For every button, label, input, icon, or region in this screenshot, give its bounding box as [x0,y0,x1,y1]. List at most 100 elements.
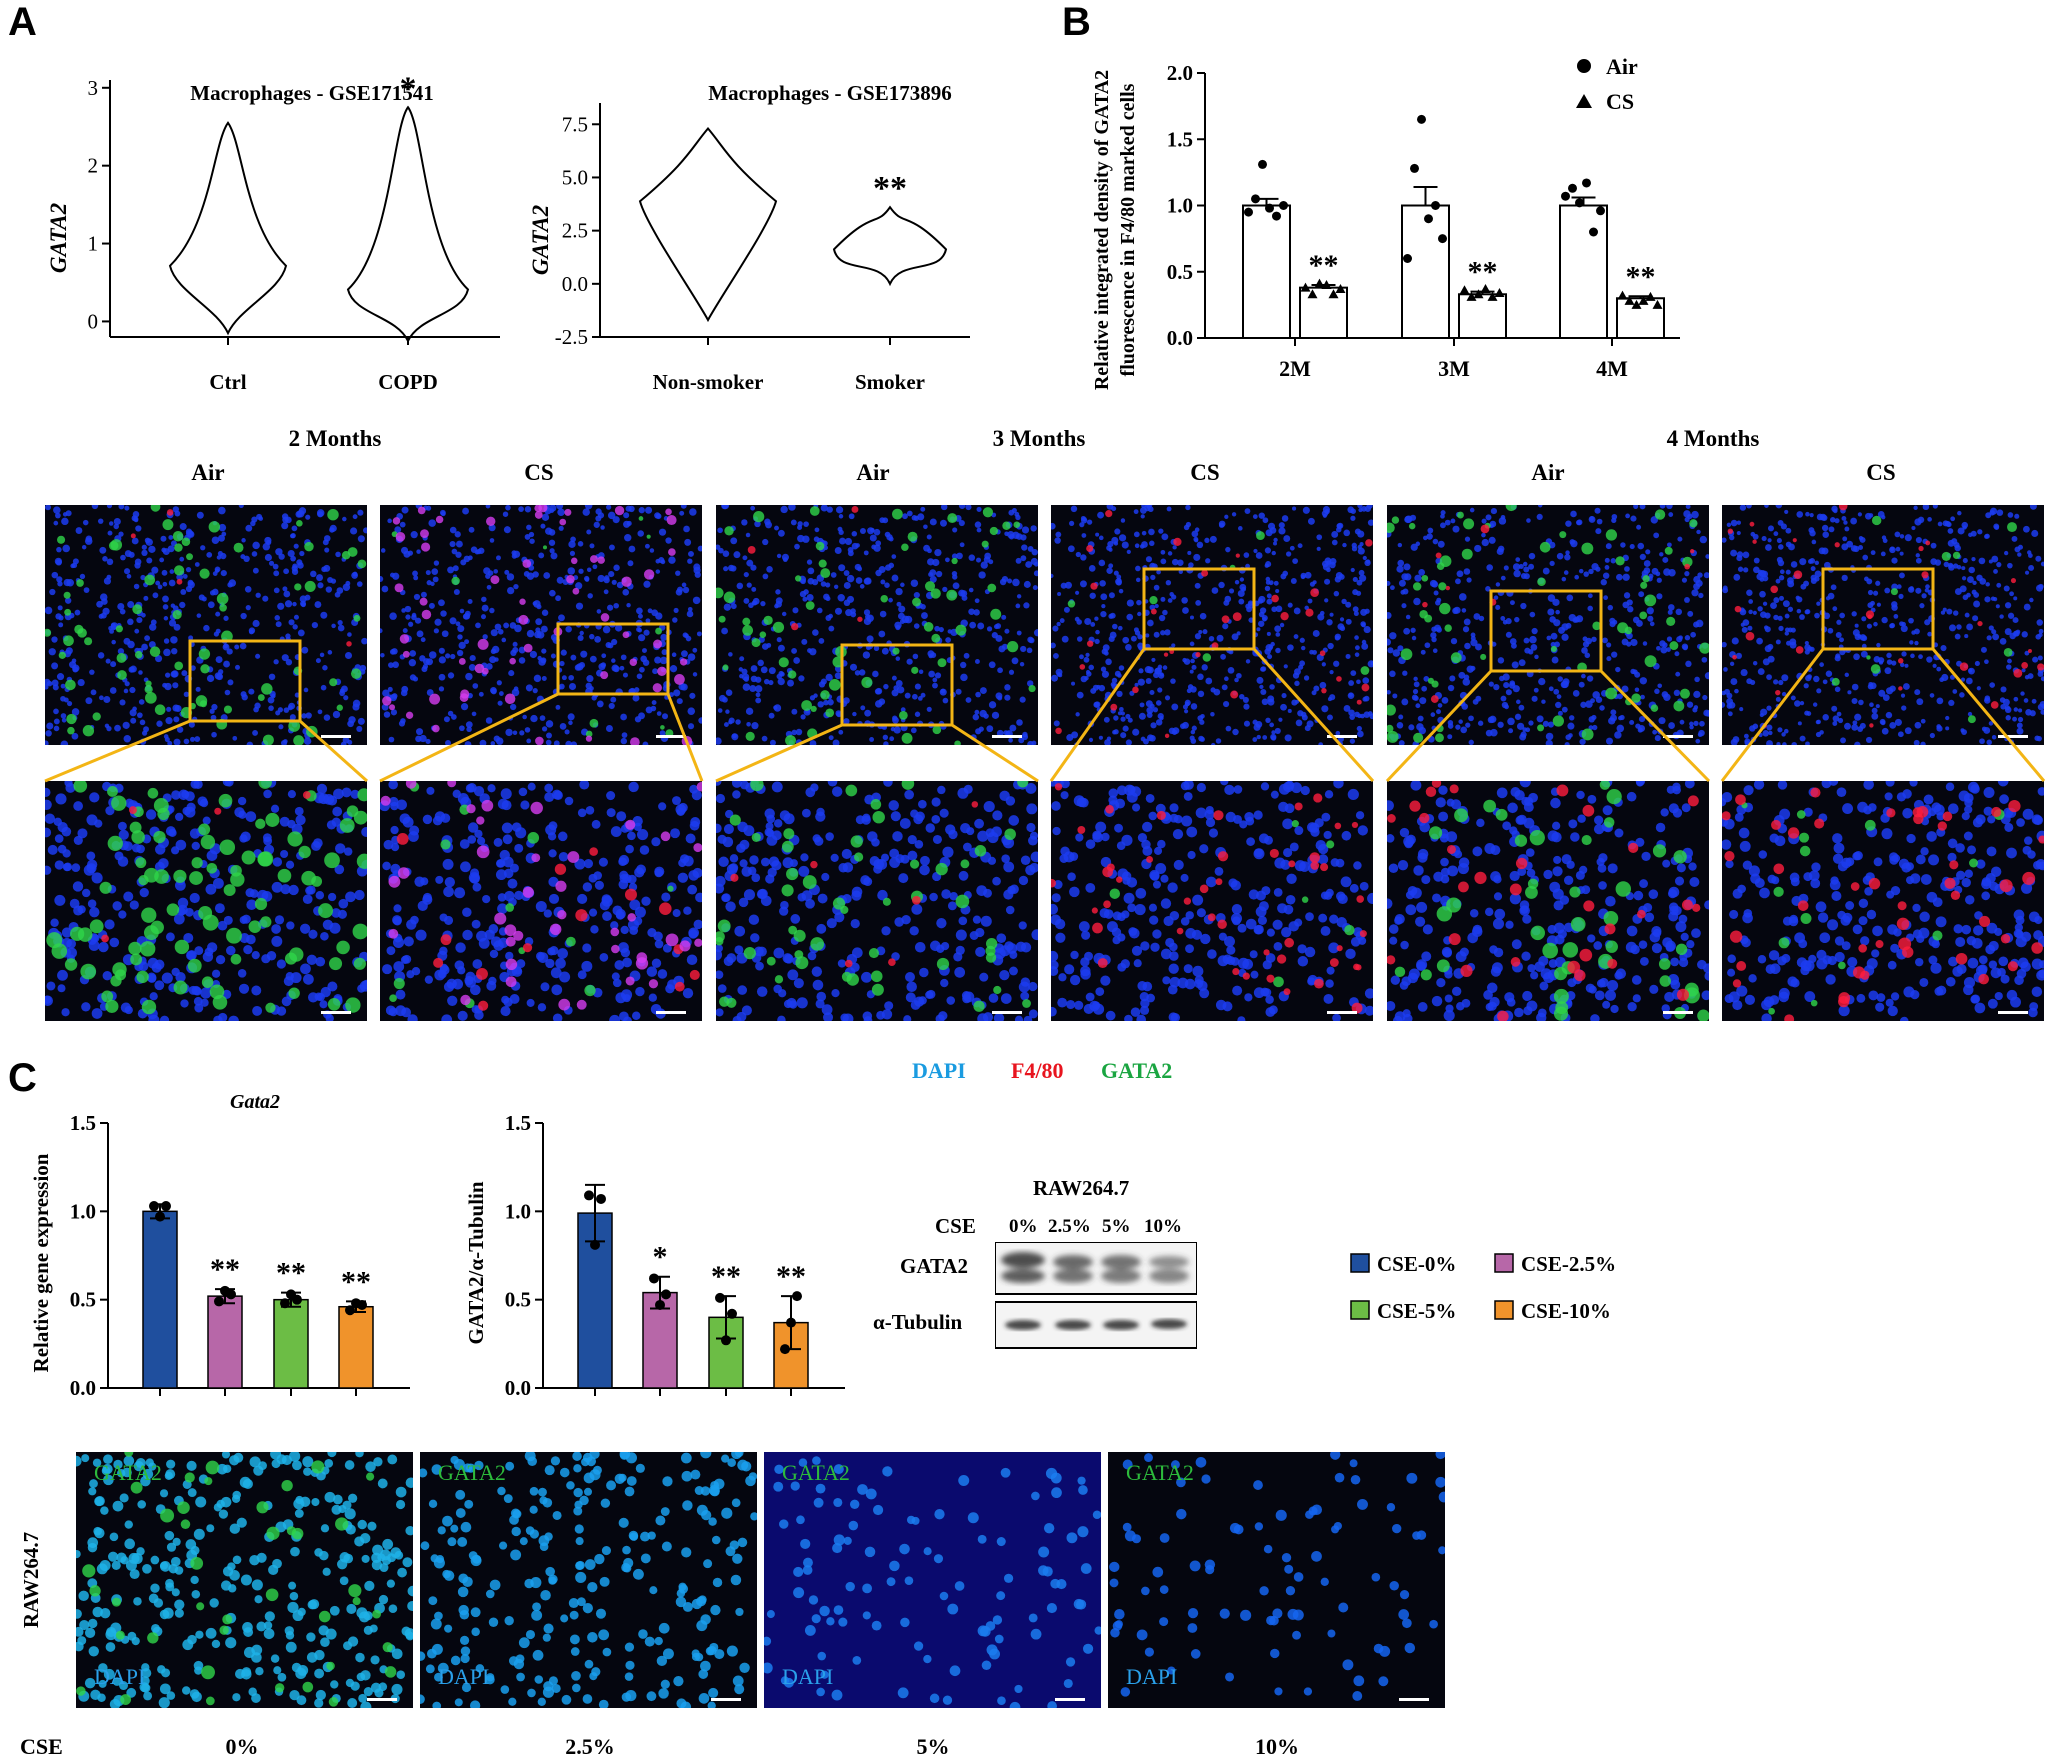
scale-bar [992,1011,1022,1014]
chart-title: Gata2 [230,1091,280,1113]
violin-shape [832,205,948,287]
scale-bar [321,735,351,738]
scale-bar [1663,735,1693,738]
data-point-air [1589,227,1598,237]
data-point-air [1244,207,1253,217]
header-cs-4m: CS [1866,460,1896,485]
y-tick-label: 0.5 [1167,260,1193,284]
data-point-cs [1314,278,1325,288]
data-point-cs [1638,295,1649,305]
data-point-air [1258,159,1267,169]
header-air-4m: Air [1531,460,1565,485]
significance-marker: ** [711,1260,741,1293]
data-point-cs [1480,283,1491,293]
y-tick-label: 1.5 [70,1111,96,1135]
data-point [584,1190,594,1201]
y-tick-label: 2.0 [1167,61,1193,85]
overlay-label-gata2: GATA2 [94,1460,162,1485]
header-3-months: 3 Months [992,426,1086,451]
bar-cse-5- [273,1298,309,1389]
scale-bar [367,1698,397,1701]
y-axis-label: GATA2/α-Tubulin [464,1181,488,1344]
data-point-air [1251,194,1260,204]
data-point [292,1294,302,1305]
bar-cse-0- [142,1210,178,1389]
y-tick-label: 0 [88,309,99,333]
micrograph-zoom-air-4m [1387,781,1709,1021]
data-point-air [1279,201,1288,210]
micrograph-overview-air-3m [716,505,1038,745]
legend-label-air: Air [1606,54,1638,79]
significance-marker: * [653,1241,668,1274]
panel-letter-b: B [1062,0,1091,44]
data-point-cs [1652,299,1663,309]
data-point-cs [1300,282,1311,292]
stain-label-f4-80: F4/80 [1011,1058,1064,1083]
scale-bar [656,735,686,738]
blot-row-label-gata2: GATA2 [900,1254,969,1278]
header-4-months: 4 Months [1666,426,1760,451]
data-point [214,1296,224,1307]
header-cs-2m: CS [524,460,554,485]
y-tick-label: 0.0 [70,1376,96,1400]
micrograph-zoom-cs-4m [1722,781,2044,1021]
data-point-cs [1645,291,1656,301]
overlay-label-gata2: GATA2 [1126,1460,1194,1485]
blot-cse-label: CSE [935,1214,976,1238]
micrograph-image [1109,1452,1445,1701]
y-axis-label: GATA2 [46,203,71,273]
cse-value-0: 0% [225,1734,259,1759]
data-point-cs [1624,295,1635,305]
y-axis-label: Relative gene expression [29,1153,53,1372]
bar-chart-gata2-tubulin: GATA2/α-Tubulin 0.00.51.01.5*** ** [464,1111,845,1400]
scale-bar [321,1011,351,1014]
y-tick-label: -2.5 [555,325,588,349]
data-point-air [1438,234,1447,244]
legend-label-cse-10: CSE-10% [1521,1299,1611,1323]
micrograph-image [764,1456,1101,1708]
significance-marker: ** [776,1260,806,1293]
violin-chart-gse173896: Macrophages - GSE173896 GATA2 -2.5 0.0 2.5… [530,81,970,394]
legend-label-cs: CS [1606,89,1634,114]
data-point-air [1431,201,1440,210]
micrograph-overview-air-4m [1387,505,1709,745]
micrograph-image [1722,781,2044,1021]
cell-image-cse-0: GATA2 DAPI [76,1452,413,1708]
legend-label-cse-5: CSE-5% [1377,1299,1456,1323]
violin-chart-gse171541: Macrophages - GSE171541 GATA2 0 1 2 3 Ctrl CO… [46,70,500,394]
data-point [590,1239,600,1250]
data-point-cs [1473,289,1484,299]
y-tick-label: 3 [88,76,99,100]
bar-air [1559,204,1608,339]
data-point [161,1201,171,1212]
scale-bar [1327,735,1357,738]
bar-air [1242,204,1291,339]
data-point-air [1582,178,1591,188]
micrograph-image [1051,505,1373,745]
data-point [345,1305,355,1316]
data-point [792,1291,802,1302]
scale-bar [1998,1011,2028,1014]
data-point-cs [1631,299,1642,309]
micrograph-image [380,505,702,745]
significance-marker: ** [210,1253,240,1286]
legend: Air CS [1576,54,1638,114]
cell-image-cse-5: GATA2 DAPI [764,1452,1101,1708]
header-air-2m: Air [191,460,225,485]
bar-chart-gata2-expression: Gata2 Relative gene expression 0.0 0.5 1.0… [29,1091,410,1400]
y-tick-label: 0.5 [70,1288,96,1312]
legend-circle-marker [1577,59,1591,73]
y-axis-label: GATA2 [530,205,553,275]
y-tick-label: 7.5 [562,112,588,136]
data-point [727,1308,737,1319]
data-point-air [1417,114,1426,124]
chart-title: Macrophages - GSE171541 [190,81,433,105]
micrograph-image [76,1452,413,1708]
violin-shape [346,105,470,344]
scale-bar [656,1011,686,1014]
blot-lane-2-5: 2.5% [1048,1216,1091,1237]
y-tick-label: 5.0 [562,165,588,189]
data-point-air [1596,206,1605,216]
micrograph-image [1387,505,1709,745]
data-point [280,1298,290,1309]
